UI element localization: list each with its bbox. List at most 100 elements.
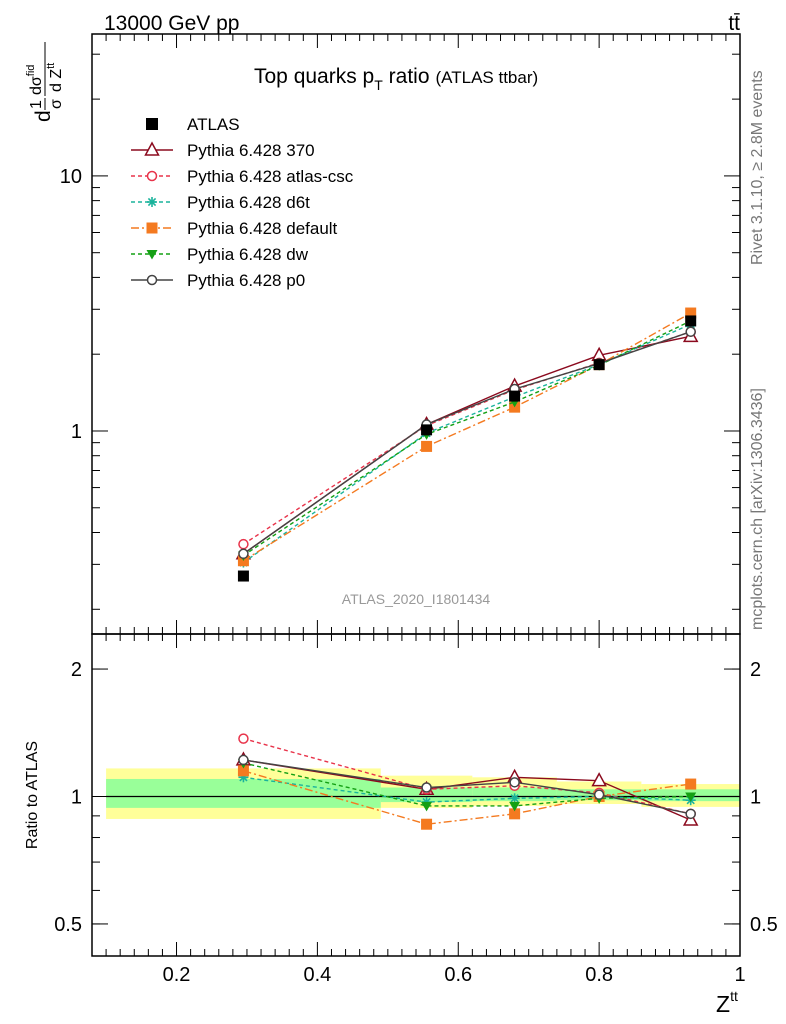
legend-item-5: Pythia 6.428 dw bbox=[131, 245, 309, 264]
legend-label-4: Pythia 6.428 default bbox=[187, 219, 338, 238]
xlabel-main: Z bbox=[716, 991, 730, 1017]
legend-label-3: Pythia 6.428 d6t bbox=[187, 193, 310, 212]
ratio-y-tick-label: 2 bbox=[71, 659, 82, 681]
ratio-point-1-0 bbox=[238, 733, 249, 744]
main-point-6-4 bbox=[685, 326, 696, 337]
main-series-data bbox=[237, 315, 697, 582]
svg-text:Top quarks pT ratio(ATLAS ttba: Top quarks pT ratio (ATLAS ttbar) bbox=[254, 65, 538, 93]
ratio-y-axis-label: Ratio to ATLAS bbox=[24, 741, 41, 849]
data-point-1 bbox=[421, 424, 433, 436]
legend-label-0: ATLAS bbox=[187, 115, 240, 134]
title-main: Top quarks p bbox=[254, 65, 374, 88]
ratio-point-4-1 bbox=[421, 801, 433, 812]
main-series-4 bbox=[237, 307, 697, 567]
title-subscript: T bbox=[374, 77, 383, 93]
ratio-line-2 bbox=[243, 776, 691, 803]
title-main-2: ratio bbox=[383, 65, 430, 88]
ratio-point-2-2 bbox=[509, 793, 520, 804]
ratio-point-0-3 bbox=[591, 772, 607, 787]
main-y-tick-label: 10 bbox=[60, 166, 82, 188]
x-tick-label: 0.6 bbox=[444, 964, 472, 986]
svg-text:d Ztt: d Ztt bbox=[45, 63, 65, 92]
main-series-2 bbox=[238, 326, 696, 550]
data-point-2 bbox=[509, 390, 521, 402]
main-line-1 bbox=[243, 335, 691, 555]
ratio-y-tick-label-right: 0.5 bbox=[750, 914, 778, 936]
x-tick-label: 0.4 bbox=[303, 964, 331, 986]
ratio-series-5 bbox=[238, 754, 696, 820]
ylabel-frac1-den: σ bbox=[48, 99, 65, 109]
x-tick-label: 0.2 bbox=[163, 964, 191, 986]
ratio-point-4-2 bbox=[509, 801, 521, 812]
ratio-line-1 bbox=[243, 737, 691, 815]
data-point-4 bbox=[685, 315, 697, 327]
ratio-point-5-1 bbox=[421, 782, 432, 793]
x-tick-label: 0.8 bbox=[585, 964, 613, 986]
main-plot-title: Top quarks pT ratio (ATLAS ttbar) bbox=[254, 65, 538, 93]
ratio-point-3-0 bbox=[237, 765, 249, 777]
main-line-4 bbox=[243, 312, 692, 562]
x-tick-label: 1 bbox=[734, 964, 745, 986]
data-point-0 bbox=[237, 570, 249, 582]
ratio-point-5-3 bbox=[593, 789, 605, 800]
legend-item-1: Pythia 6.428 370 bbox=[131, 141, 315, 160]
main-y-tick-label: 1 bbox=[71, 421, 82, 443]
legend-marker-4 bbox=[146, 222, 158, 234]
legend-item-6: Pythia 6.428 p0 bbox=[131, 271, 305, 290]
svg-text:d: d bbox=[32, 110, 55, 122]
ratio-point-5-2 bbox=[509, 777, 520, 788]
ylabel-frac2-den: d Z bbox=[48, 69, 65, 92]
ylabel-frac2-sup: fid bbox=[25, 65, 37, 77]
analysis-label: ATLAS_2020_I1801434 bbox=[342, 591, 491, 607]
svg-text:dσfid: dσfid bbox=[25, 65, 45, 95]
legend-item-4: Pythia 6.428 default bbox=[131, 219, 338, 238]
legend-label-6: Pythia 6.428 p0 bbox=[187, 271, 305, 290]
legend-marker-6 bbox=[146, 274, 158, 286]
process-label: tt̄ bbox=[728, 12, 740, 35]
rivet-version-label: Rivet 3.1.10, ≥ 2.8M events bbox=[749, 70, 766, 265]
ratio-point-3-2 bbox=[509, 808, 521, 820]
ratio-point-4-4 bbox=[685, 792, 697, 802]
main-series-6 bbox=[238, 326, 696, 560]
ratio-y-tick-label: 0.5 bbox=[54, 914, 82, 936]
ratio-point-3-1 bbox=[421, 818, 433, 830]
x-axis-label: Ztt bbox=[716, 988, 738, 1017]
legend-marker-0 bbox=[146, 118, 158, 130]
ratio-point-3-4 bbox=[685, 778, 697, 790]
main-point-4-1 bbox=[421, 440, 433, 452]
ylabel-frac1-num: 1 bbox=[28, 100, 45, 109]
main-line-6 bbox=[243, 331, 691, 555]
data-point-3 bbox=[593, 359, 605, 371]
main-point-4-4 bbox=[685, 307, 697, 319]
main-series-1 bbox=[235, 327, 699, 560]
legend-item-3: Pythia 6.428 d6t bbox=[131, 193, 310, 212]
legend-marker-2 bbox=[146, 170, 158, 182]
legend-marker-3 bbox=[147, 197, 157, 207]
ylabel-d: d bbox=[32, 110, 55, 122]
legend-marker-1 bbox=[144, 141, 160, 156]
legend-item-2: Pythia 6.428 atlas-csc bbox=[131, 167, 354, 186]
ratio-point-5-4 bbox=[685, 808, 696, 820]
ratio-y-tick-label: 1 bbox=[71, 786, 82, 808]
ratio-y-tick-label-right: 2 bbox=[750, 659, 761, 681]
legend-label-5: Pythia 6.428 dw bbox=[187, 245, 309, 264]
main-point-6-0 bbox=[238, 548, 249, 560]
legend-marker-5 bbox=[146, 250, 158, 260]
legend: ATLAS Pythia 6.428 370 Pythia 6.428 atlas-… bbox=[131, 115, 354, 290]
main-series-3 bbox=[238, 319, 696, 568]
main-point-2-0 bbox=[238, 538, 249, 550]
legend-label-1: Pythia 6.428 370 bbox=[187, 141, 315, 160]
ylabel-frac2-num: dσ bbox=[28, 76, 45, 95]
xlabel-sup: tt bbox=[730, 988, 738, 1004]
ylabel-frac2-den-sup: tt bbox=[45, 63, 57, 69]
main-line-3 bbox=[243, 323, 691, 564]
main-y-axis-label: d 1 σ dσfid d Ztt bbox=[25, 42, 65, 122]
mcplots-label: mcplots.cern.ch [arXiv:1306.3436] bbox=[749, 388, 766, 630]
legend-item-0: ATLAS bbox=[146, 115, 240, 134]
main-line-5 bbox=[243, 320, 692, 557]
main-line-2 bbox=[243, 331, 691, 545]
legend-label-2: Pythia 6.428 atlas-csc bbox=[187, 167, 354, 186]
energy-label: 13000 GeV pp bbox=[104, 12, 239, 35]
ratio-point-5-0 bbox=[238, 754, 249, 766]
